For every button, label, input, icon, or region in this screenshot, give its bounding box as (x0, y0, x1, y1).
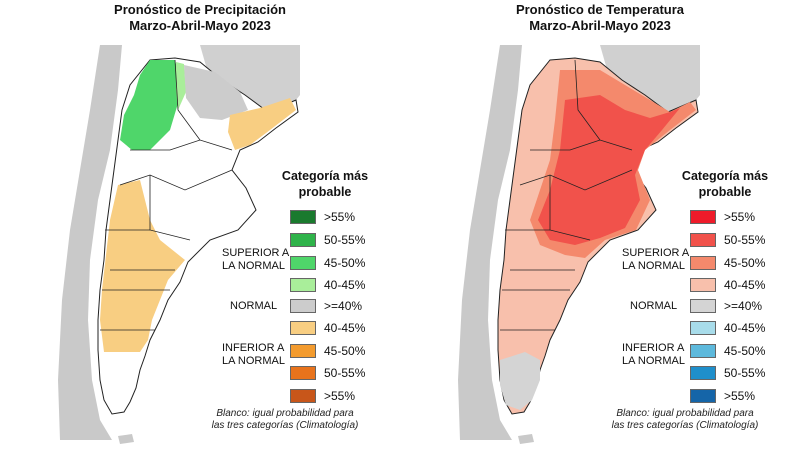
group-inferior-line2: LA NORMAL (222, 355, 285, 367)
legend-label: 45-50% (724, 256, 766, 270)
group-label-normal: NORMAL (630, 300, 678, 312)
superior-region-50-55 (538, 95, 680, 245)
legend-label: 40-45% (724, 321, 766, 335)
legend-label: 50-55% (324, 233, 366, 247)
group-superior-line1: SUPERIOR A (622, 247, 690, 259)
legend-swatch (690, 256, 716, 270)
precipitation-forecast-panel: Pronóstico de Precipitación Marzo-Abril-… (0, 2, 400, 444)
group-label-superior: SUPERIOR A LA NORMAL (622, 247, 689, 273)
legend-title-line2: probable (298, 185, 352, 199)
group-superior-line2: LA NORMAL (622, 260, 685, 272)
province-borders (100, 59, 233, 331)
legend-swatch (290, 389, 316, 403)
legend-swatch (290, 278, 316, 292)
legend-swatch (690, 233, 716, 247)
legend-title-line1: Categoría más (681, 169, 769, 183)
legend-label: 50-55% (324, 366, 366, 380)
group-superior-line2: LA NORMAL (222, 260, 285, 272)
legend-label: 40-45% (324, 278, 366, 292)
superior-region-dark (120, 60, 182, 150)
normal-region (500, 352, 540, 410)
inferior-region-northeast (228, 98, 296, 150)
group-inferior-line1: INFERIOR A (222, 342, 285, 354)
group-superior-line1: SUPERIOR A (222, 247, 290, 259)
legend-title-line1: Categoría más (281, 169, 369, 183)
legend-swatch (690, 210, 716, 224)
precipitation-title: Pronóstico de Precipitación Marzo-Abril-… (0, 2, 400, 34)
temperature-map (458, 45, 700, 444)
legend-label: 45-50% (724, 344, 766, 358)
precipitation-map (58, 45, 300, 444)
legend-label: 45-50% (324, 256, 366, 270)
legend-label: 50-55% (724, 233, 766, 247)
islands (118, 434, 134, 444)
legend-swatch (690, 366, 716, 380)
legend-swatch (690, 321, 716, 335)
legend-label: 40-45% (724, 278, 766, 292)
legend-label: 50-55% (724, 366, 766, 380)
normal-region (184, 65, 248, 120)
note-line1: Blanco: igual probabilidad para (216, 408, 354, 419)
legend-label: >=40% (324, 299, 363, 313)
legend-label: 45-50% (324, 344, 366, 358)
precipitation-legend-title: Categoría más probable (265, 168, 385, 200)
precipitation-title-line1: Pronóstico de Precipitación (114, 2, 286, 17)
legend-swatch (290, 321, 316, 335)
group-inferior-line2: LA NORMAL (622, 355, 685, 367)
legend-swatch (290, 256, 316, 270)
legend-title-line2: probable (698, 185, 752, 199)
legend-swatch (290, 366, 316, 380)
group-inferior-line1: INFERIOR A (622, 342, 685, 354)
temperature-title-line2: Marzo-Abril-Mayo 2023 (529, 18, 671, 33)
group-label-superior: SUPERIOR A LA NORMAL (222, 247, 289, 273)
legend-label: >55% (724, 210, 756, 224)
note-line2: las tres categorías (Climatología) (611, 420, 759, 431)
legend-swatch (690, 344, 716, 358)
legend-label: >55% (324, 389, 356, 403)
group-label-inferior: INFERIOR A LA NORMAL (222, 342, 285, 368)
legend-label: >55% (324, 210, 356, 224)
temperature-note: Blanco: igual probabilidad para las tres… (600, 408, 770, 432)
legend-label: >55% (724, 389, 756, 403)
inferior-region-central (100, 180, 185, 352)
legend-swatch (690, 299, 716, 313)
province-borders (500, 59, 633, 331)
group-label-normal: NORMAL (230, 300, 278, 312)
group-label-inferior: INFERIOR A LA NORMAL (622, 342, 685, 368)
legend-swatch (290, 210, 316, 224)
islands (518, 434, 534, 444)
temperature-title: Pronóstico de Temperatura Marzo-Abril-Ma… (400, 2, 800, 34)
legend-label: >=40% (724, 299, 763, 313)
temperature-title-line1: Pronóstico de Temperatura (515, 2, 685, 17)
legend-swatch (290, 233, 316, 247)
legend-label: 40-45% (324, 321, 366, 335)
legend-swatch (290, 299, 316, 313)
temperature-forecast-panel: Pronóstico de Temperatura Marzo-Abril-Ma… (400, 0, 800, 450)
legend-swatch (690, 389, 716, 403)
note-line1: Blanco: igual probabilidad para (616, 408, 754, 419)
neighbor-land-west (458, 45, 522, 440)
neighbor-land-west (58, 45, 122, 440)
legend-swatch (290, 344, 316, 358)
precipitation-note: Blanco: igual probabilidad para las tres… (200, 408, 370, 432)
legend-swatch (690, 278, 716, 292)
note-line2: las tres categorías (Climatología) (211, 420, 359, 431)
superior-region-light (176, 62, 186, 110)
precipitation-title-line2: Marzo-Abril-Mayo 2023 (129, 18, 271, 33)
temperature-legend-title: Categoría más probable (665, 168, 785, 200)
